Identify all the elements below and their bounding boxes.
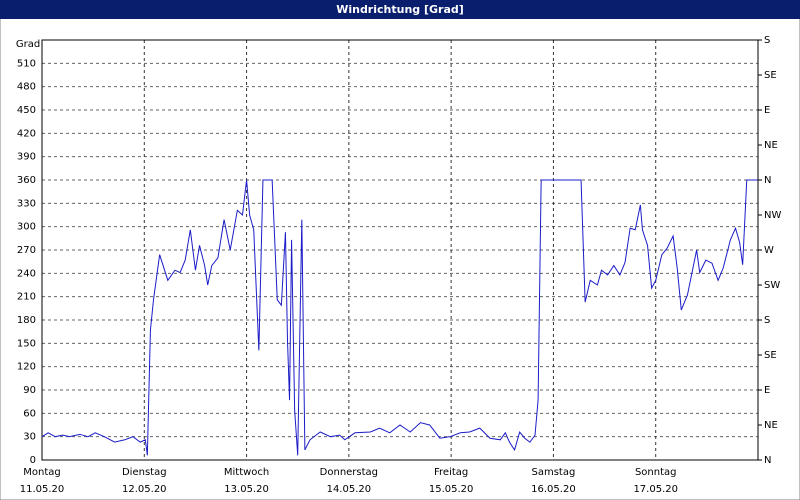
data-line: [41, 179, 758, 456]
y-tick-label: 180: [17, 315, 36, 326]
y2-tick-label: SE: [764, 350, 777, 361]
y2-tick-label: S: [764, 315, 770, 326]
y-tick-label: 240: [17, 268, 36, 279]
x-tick-label: Mittwoch: [224, 467, 269, 478]
x-tick-date: 15.05.20: [429, 484, 474, 495]
y-tick-label: 510: [17, 58, 36, 69]
y2-tick-label: E: [764, 105, 770, 116]
y-tick-label: 90: [23, 385, 36, 396]
y2-tick-label: SW: [764, 280, 780, 291]
y-tick-label: 150: [17, 338, 36, 349]
y-tick-label: 60: [23, 408, 36, 419]
x-tick-label: Sonntag: [635, 467, 677, 478]
y-tick-label: 390: [17, 152, 36, 163]
y2-tick-label: NE: [764, 140, 778, 151]
y-tick-label: 420: [17, 128, 36, 139]
y-tick-label: 270: [17, 245, 36, 256]
x-tick-label: Montag: [23, 467, 60, 478]
x-tick-label: Samstag: [532, 467, 576, 478]
chart-title: Windrichtung [Grad]: [336, 3, 464, 16]
plot-frame: [41, 39, 759, 461]
y-tick-label: 330: [17, 198, 36, 209]
x-tick-date: 14.05.20: [327, 484, 372, 495]
y-tick-label: 300: [17, 222, 36, 233]
y2-tick-label: N: [764, 175, 771, 186]
y2-tick-label: E: [764, 385, 770, 396]
y2-tick-label: S: [764, 35, 770, 46]
y2-tick-label: N: [764, 455, 771, 466]
x-tick-date: 12.05.20: [122, 484, 167, 495]
x-tick-date: 16.05.20: [531, 484, 576, 495]
y-tick-label: 360: [17, 175, 36, 186]
y2-tick-label: NW: [764, 210, 781, 221]
y2-tick-label: NE: [764, 420, 778, 431]
y-tick-label: 210: [17, 292, 36, 303]
x-tick-label: Dienstag: [122, 467, 167, 478]
title-bar: [0, 0, 800, 19]
y-tick-label: 30: [23, 432, 36, 443]
y-tick-label: 480: [17, 82, 36, 93]
y-tick-label: 450: [17, 105, 36, 116]
x-tick-date: 13.05.20: [224, 484, 269, 495]
y2-tick-label: W: [764, 245, 774, 256]
x-tick-label: Donnerstag: [320, 467, 378, 478]
x-tick-label: Freitag: [434, 467, 468, 478]
y-tick-label: 0: [30, 455, 36, 466]
y-axis-label: Grad: [16, 39, 40, 50]
x-tick-date: 17.05.20: [633, 484, 678, 495]
x-tick-date: 11.05.20: [20, 484, 65, 495]
y-tick-label: 120: [17, 362, 36, 373]
y2-tick-label: SE: [764, 70, 777, 81]
